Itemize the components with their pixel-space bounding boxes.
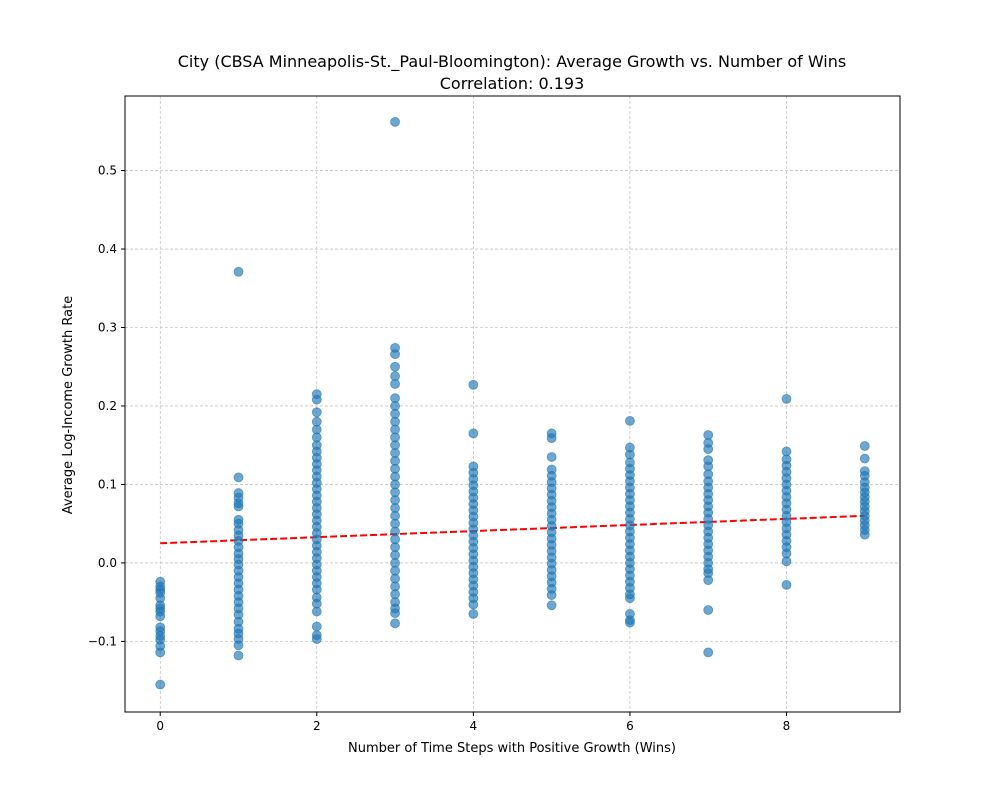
- data-point: [233, 501, 244, 512]
- y-tick-label: 0.4: [98, 242, 117, 256]
- chart-title: City (CBSA Minneapolis-St._Paul-Blooming…: [178, 52, 846, 72]
- plot-frame: [124, 95, 901, 713]
- data-points: [155, 116, 870, 690]
- data-point: [390, 608, 400, 619]
- data-point: [703, 647, 714, 658]
- data-point: [233, 266, 244, 277]
- y-tick-label: 0.0: [98, 556, 117, 570]
- x-tick-label: 2: [313, 719, 321, 733]
- trendline-group: [160, 514, 865, 545]
- y-tick-label: 0.2: [98, 399, 117, 413]
- y-tick-label: 0.1: [98, 477, 117, 491]
- x-tick-label: 0: [156, 719, 164, 733]
- data-point: [311, 621, 322, 632]
- data-point: [703, 605, 714, 615]
- y-tick-label: 0.3: [98, 320, 117, 334]
- data-point: [155, 679, 166, 690]
- data-point: [311, 407, 322, 418]
- data-point: [625, 593, 635, 604]
- data-point: [155, 576, 166, 587]
- data-point: [311, 606, 322, 617]
- data-point: [233, 472, 244, 483]
- data-point: [781, 579, 792, 590]
- x-tick-label: 4: [470, 719, 478, 733]
- x-tick-label: 6: [626, 719, 634, 733]
- data-point: [468, 609, 479, 619]
- data-point: [781, 556, 792, 567]
- data-point: [546, 590, 557, 600]
- data-point: [859, 441, 870, 451]
- trend-line: [160, 514, 865, 545]
- data-point: [703, 444, 714, 455]
- data-point: [390, 379, 400, 389]
- data-point: [546, 452, 557, 462]
- data-point: [859, 529, 870, 540]
- x-tick-label: 8: [783, 719, 791, 733]
- data-point: [390, 116, 400, 127]
- data-point: [468, 428, 479, 439]
- data-point: [233, 650, 244, 661]
- data-point: [468, 379, 479, 390]
- data-point: [390, 618, 400, 629]
- data-point: [625, 617, 635, 628]
- x-axis-label: Number of Time Steps with Positive Growt…: [348, 741, 676, 756]
- y-tick-label: 0.5: [98, 164, 117, 178]
- data-point: [859, 453, 870, 464]
- y-tick-label: −0.1: [88, 634, 117, 648]
- chart-subtitle: Correlation: 0.193: [440, 74, 585, 93]
- data-point: [233, 640, 244, 651]
- data-point: [703, 575, 714, 586]
- data-point: [625, 415, 635, 426]
- data-point: [781, 393, 792, 404]
- data-point: [311, 394, 322, 405]
- data-point: [546, 433, 557, 444]
- data-point: [468, 599, 479, 610]
- data-point: [155, 622, 166, 633]
- y-axis-label: Average Log-Income Growth Rate: [61, 296, 76, 514]
- data-point: [390, 361, 400, 372]
- data-point: [390, 349, 400, 360]
- data-point: [311, 634, 322, 644]
- axes: 0 2 4 6 8 −0.1 0.0 0.1 0.2 0.3 0.4 0.5: [88, 95, 901, 733]
- data-point: [546, 600, 557, 611]
